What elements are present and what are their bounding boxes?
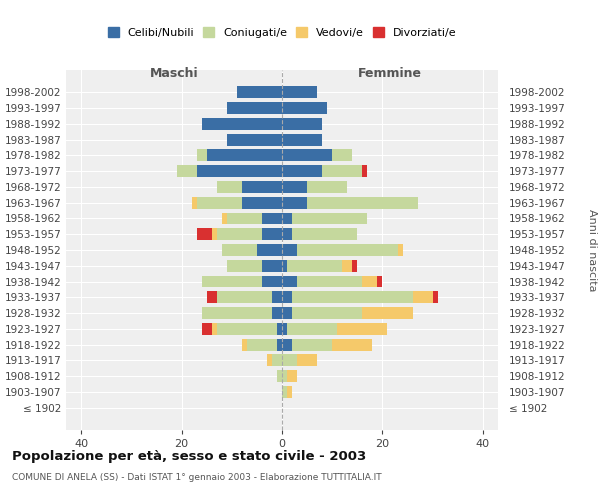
Bar (191, 197, 197, 208)
Bar (282, 354, 297, 366)
Bar (282, 307, 292, 319)
Bar (282, 228, 292, 240)
Bar (282, 86, 317, 98)
Bar (282, 370, 287, 382)
Bar (277, 370, 282, 382)
Bar (292, 212, 367, 224)
Bar (292, 307, 362, 319)
Bar (212, 228, 217, 240)
Bar (272, 354, 282, 366)
Bar (202, 323, 212, 335)
Bar (282, 276, 297, 287)
Bar (297, 354, 317, 366)
Bar (282, 323, 287, 335)
Bar (237, 86, 282, 98)
Bar (222, 244, 257, 256)
Bar (282, 102, 327, 114)
Bar (332, 150, 352, 162)
Bar (176, 165, 197, 177)
Bar (433, 292, 438, 303)
Bar (206, 292, 217, 303)
Text: Anni di nascita: Anni di nascita (587, 209, 597, 291)
Bar (267, 354, 272, 366)
Bar (197, 197, 242, 208)
Bar (282, 292, 292, 303)
Bar (307, 197, 418, 208)
Bar (217, 292, 272, 303)
Bar (262, 260, 282, 272)
Bar (227, 134, 282, 145)
Bar (282, 165, 322, 177)
Bar (282, 134, 322, 145)
Bar (217, 323, 277, 335)
Bar (227, 102, 282, 114)
Bar (272, 307, 282, 319)
Bar (297, 276, 362, 287)
Bar (352, 260, 358, 272)
Bar (212, 323, 217, 335)
Bar (282, 260, 287, 272)
Bar (202, 118, 282, 130)
Bar (292, 292, 413, 303)
Bar (322, 165, 362, 177)
Text: Femmine: Femmine (358, 66, 422, 80)
Bar (282, 244, 297, 256)
Bar (227, 260, 262, 272)
Bar (197, 150, 206, 162)
Bar (337, 323, 388, 335)
Bar (287, 386, 292, 398)
Bar (282, 386, 287, 398)
Bar (287, 260, 342, 272)
Bar (257, 244, 282, 256)
Bar (197, 165, 282, 177)
Bar (292, 338, 332, 350)
Text: Popolazione per età, sesso e stato civile - 2003: Popolazione per età, sesso e stato civil… (12, 450, 366, 463)
Bar (247, 338, 277, 350)
Bar (262, 228, 282, 240)
Bar (282, 118, 322, 130)
Bar (287, 323, 337, 335)
Bar (342, 260, 352, 272)
Bar (262, 276, 282, 287)
Bar (297, 244, 398, 256)
Bar (362, 165, 367, 177)
Bar (202, 276, 262, 287)
Bar (242, 338, 247, 350)
Bar (272, 292, 282, 303)
Bar (217, 228, 262, 240)
Bar (222, 212, 227, 224)
Bar (206, 150, 282, 162)
Bar (287, 370, 297, 382)
Bar (413, 292, 433, 303)
Bar (197, 228, 212, 240)
Text: COMUNE DI ANELA (SS) - Dati ISTAT 1° gennaio 2003 - Elaborazione TUTTITALIA.IT: COMUNE DI ANELA (SS) - Dati ISTAT 1° gen… (12, 472, 382, 482)
Bar (242, 197, 282, 208)
Bar (277, 323, 282, 335)
Bar (227, 212, 262, 224)
Bar (282, 212, 292, 224)
Bar (277, 338, 282, 350)
Text: Maschi: Maschi (149, 66, 199, 80)
Bar (282, 197, 307, 208)
Bar (307, 181, 347, 193)
Bar (362, 276, 377, 287)
Bar (292, 228, 358, 240)
Bar (262, 212, 282, 224)
Bar (202, 307, 272, 319)
Bar (242, 181, 282, 193)
Bar (398, 244, 403, 256)
Bar (282, 150, 332, 162)
Bar (362, 307, 413, 319)
Bar (282, 181, 307, 193)
Legend: Celibi/Nubili, Coniugati/e, Vedovi/e, Divorziati/e: Celibi/Nubili, Coniugati/e, Vedovi/e, Di… (106, 25, 458, 40)
Bar (332, 338, 373, 350)
Bar (377, 276, 382, 287)
Bar (217, 181, 242, 193)
Bar (282, 338, 292, 350)
